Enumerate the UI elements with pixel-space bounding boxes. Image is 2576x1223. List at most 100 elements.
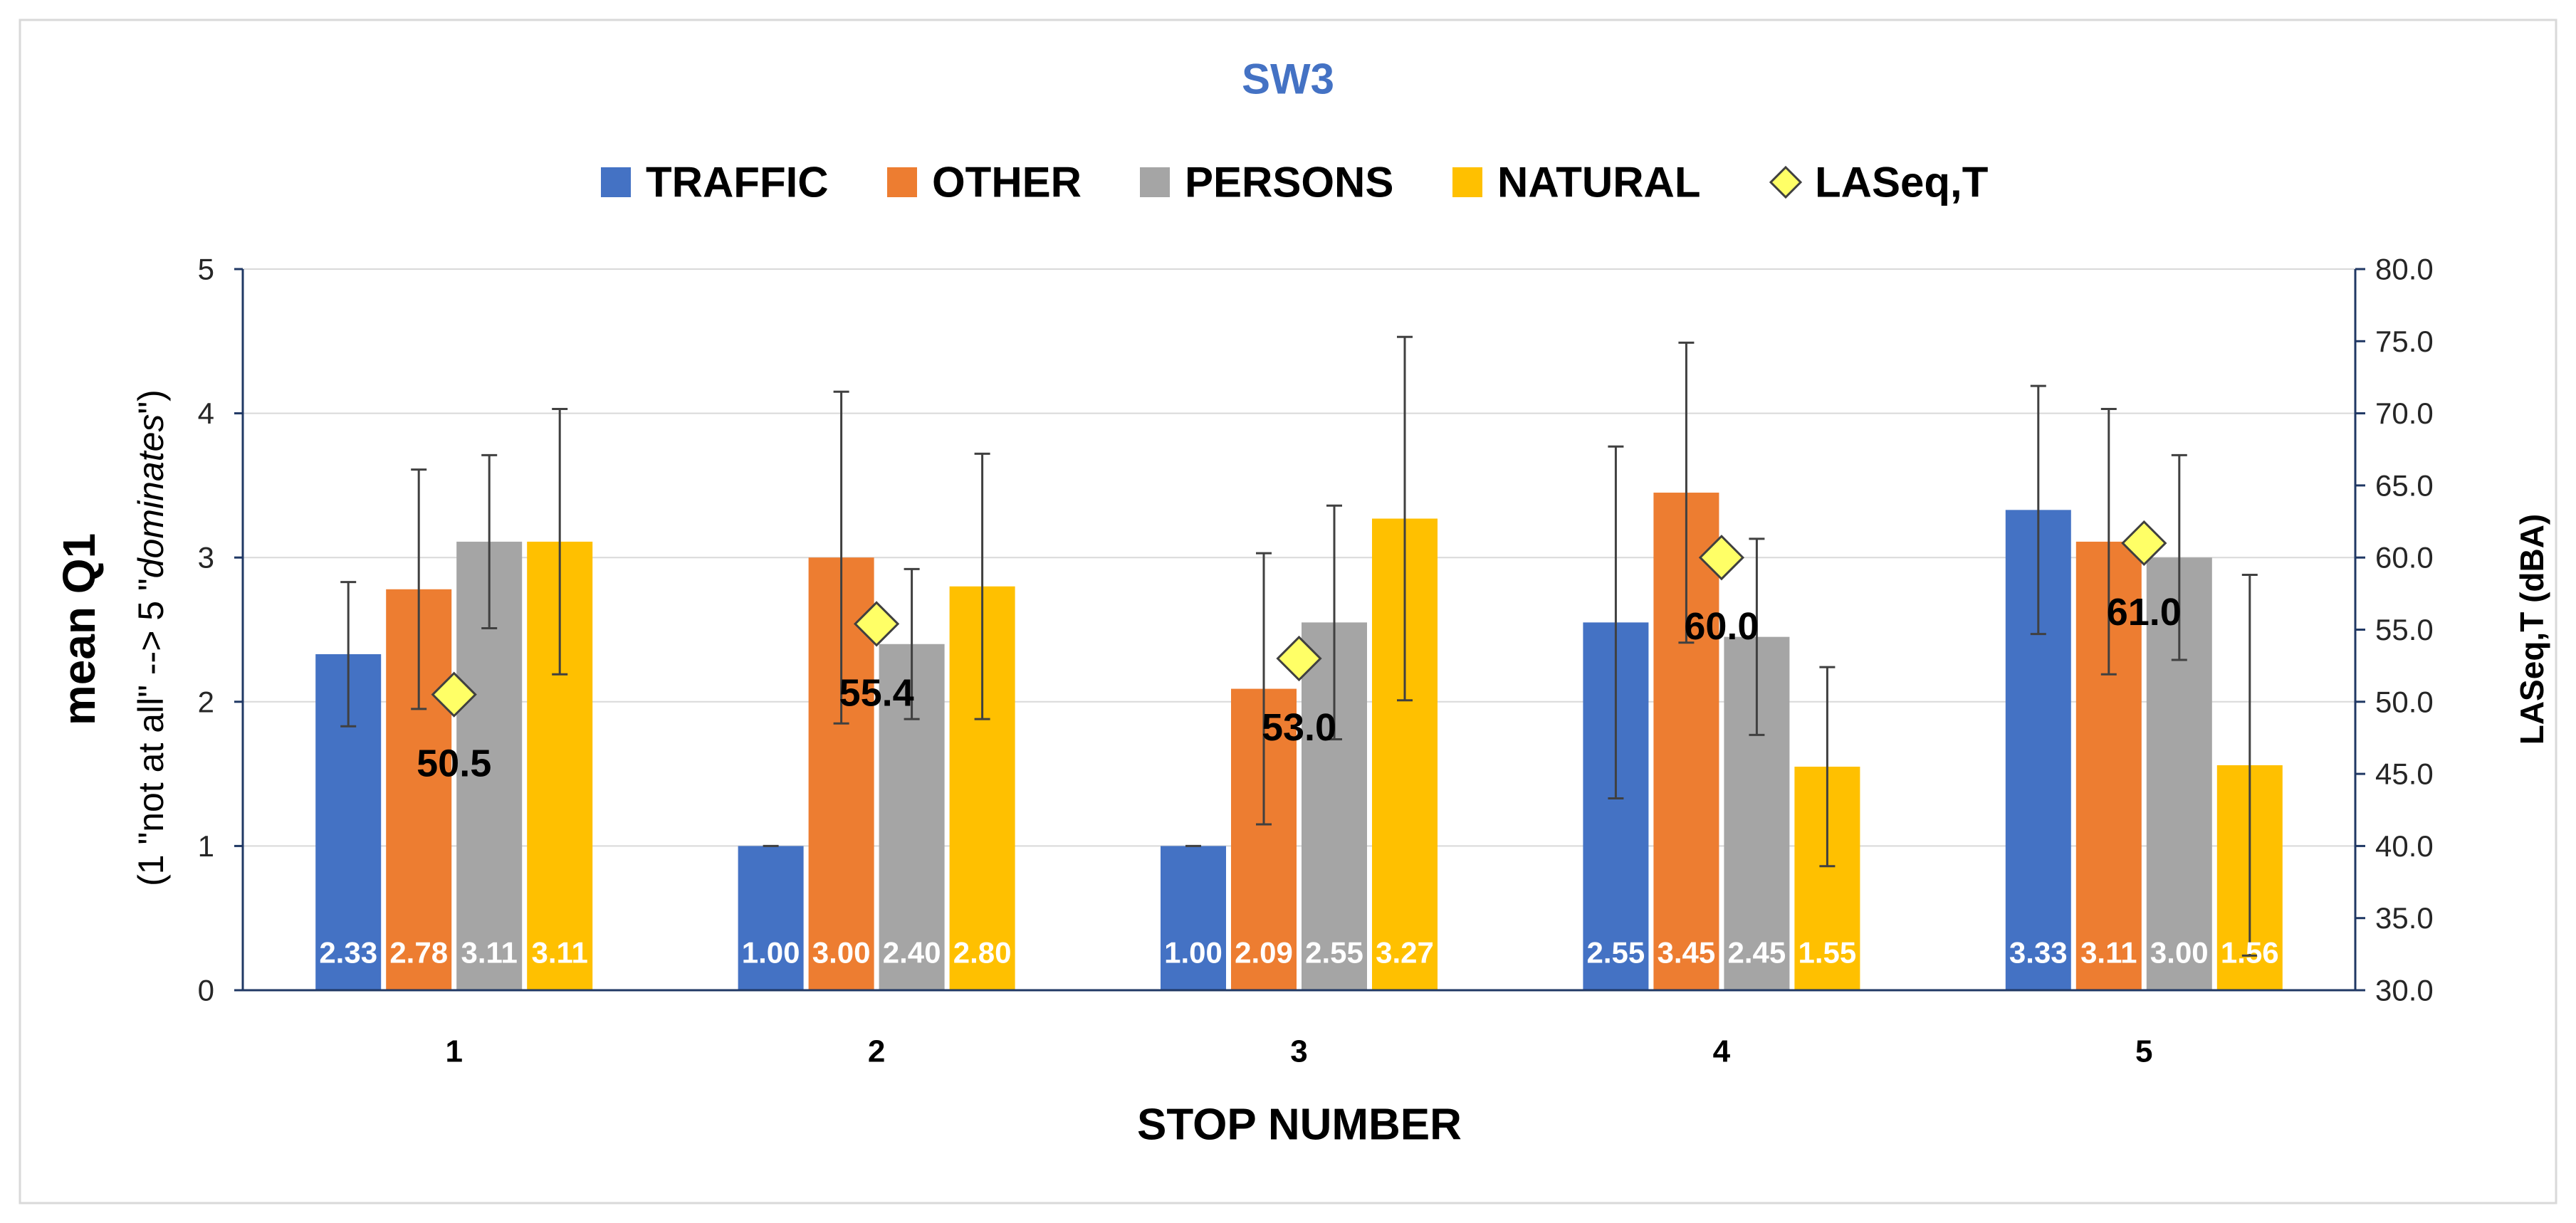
legend-swatch-persons (1140, 167, 1170, 197)
laseq-marker-stop-5 (2121, 520, 2167, 567)
legend-swatch-other (887, 167, 917, 197)
y2-tick-label: 50.0 (2375, 685, 2434, 718)
laseq-marker-stop-3 (1276, 635, 1322, 682)
error-bars (340, 335, 2258, 957)
bar-value-label-traffic-stop-3: 1.00 (1164, 936, 1222, 970)
y-axis-subtitle: (1 "not at all" --> 5 "dominates") (131, 389, 171, 886)
legend-label-persons: PERSONS (1185, 159, 1393, 206)
error-bar-natural-stop-2 (974, 452, 990, 720)
bar-value-label-other-stop-5: 3.11 (2080, 936, 2137, 970)
y2-tick-label: 55.0 (2375, 613, 2434, 646)
error-bar-traffic-stop-4 (1608, 445, 1624, 800)
bar-value-label-traffic-stop-5: 3.33 (2009, 936, 2068, 970)
y2-tick-label: 80.0 (2375, 253, 2434, 286)
gridlines (243, 268, 2355, 847)
y-tick-label: 2 (198, 685, 214, 718)
bar-value-label-other-stop-1: 2.78 (389, 936, 448, 970)
error-bar-other-stop-3 (1256, 552, 1272, 826)
y2-tick-label: 70.0 (2375, 397, 2434, 430)
y2-tick-label: 60.0 (2375, 541, 2434, 574)
legend-label-natural: NATURAL (1497, 159, 1701, 206)
y2-tick-label: 40.0 (2375, 829, 2434, 863)
x-tick-label-stop-4: 4 (1713, 1034, 1731, 1069)
laseq-value-label-stop-2: 55.4 (839, 671, 914, 714)
laseq-marker-stop-1 (431, 671, 477, 718)
legend-swatch-natural (1452, 167, 1482, 197)
error-bar-other-stop-4 (1678, 341, 1695, 644)
y-tick-label: 3 (198, 541, 214, 574)
x-tick-label-stop-5: 5 (2135, 1034, 2152, 1069)
bar-traffic-stop-3 (1161, 846, 1226, 990)
bar-value-label-natural-stop-5: 1.56 (2221, 936, 2279, 970)
error-bar-persons-stop-4 (1749, 537, 1765, 736)
chart-title: SW3 (1242, 56, 1334, 103)
y-axis-subtitle-prefix: (1 "not at all" --> 5 " (131, 578, 171, 886)
y2-tick-label: 65.0 (2375, 468, 2434, 502)
bar-value-label-natural-stop-3: 3.27 (1376, 936, 1434, 970)
error-bar-other-stop-5 (2100, 408, 2117, 676)
y-tick-label: 1 (198, 829, 214, 863)
error-bar-other-stop-2 (833, 390, 849, 725)
bar-value-label-persons-stop-4: 2.45 (1728, 936, 1786, 970)
laseq-value-label-stop-5: 61.0 (2107, 591, 2182, 634)
y-tick-label: 4 (198, 397, 214, 430)
bar-value-label-other-stop-3: 2.09 (1235, 936, 1293, 970)
bar-value-label-traffic-stop-4: 2.55 (1587, 936, 1645, 970)
y2-tick-label: 30.0 (2375, 974, 2434, 1007)
y-axis-subtitle-suffix: ") (131, 389, 171, 414)
y-axis-subtitle-emphasis: dominates (131, 414, 171, 579)
legend-label-traffic: TRAFFIC (646, 159, 829, 206)
laseq-marker-stop-4 (1698, 535, 1745, 581)
bar-traffic-stop-2 (738, 846, 804, 990)
bar-value-label-persons-stop-3: 2.55 (1305, 936, 1363, 970)
legend-label-other: OTHER (932, 159, 1082, 206)
error-bar-natural-stop-3 (1397, 335, 1413, 702)
bar-value-label-other-stop-2: 3.00 (812, 936, 871, 970)
error-bar-persons-stop-1 (481, 453, 498, 629)
legend-marker-laseq (1769, 165, 1803, 199)
bar-value-label-traffic-stop-2: 1.00 (742, 936, 800, 970)
error-bar-other-stop-1 (411, 468, 427, 710)
legend-swatch-traffic (601, 167, 631, 197)
error-bar-traffic-stop-1 (340, 581, 357, 728)
laseq-marker-labels: 50.5 55.4 53.0 60.0 61.0 (417, 591, 2182, 785)
y2-tick-label: 35.0 (2375, 901, 2434, 935)
x-axis-title: STOP NUMBER (1137, 1101, 1462, 1150)
error-bar-natural-stop-1 (552, 408, 568, 676)
y-tick-label: 0 (198, 974, 214, 1007)
laseq-marker-stop-2 (853, 601, 900, 647)
bar-value-label-natural-stop-2: 2.80 (953, 936, 1012, 970)
x-axis-ticks: 1 2 3 4 5 (445, 1034, 2152, 1069)
error-bar-persons-stop-3 (1326, 504, 1342, 740)
bar-value-label-traffic-stop-1: 2.33 (319, 936, 377, 970)
y2-axis-ticks: 30.0 35.0 40.0 45.0 50.0 55.0 60.0 65.0 70.0 75.0… (2355, 253, 2434, 1007)
error-bar-persons-stop-2 (904, 567, 920, 720)
error-bar-traffic-stop-5 (2030, 384, 2046, 636)
error-bar-natural-stop-5 (2241, 574, 2258, 957)
y-axis-ticks: 0 1 2 3 4 5 (198, 253, 243, 1007)
x-tick-label-stop-2: 2 (868, 1034, 885, 1069)
y2-tick-label: 75.0 (2375, 325, 2434, 358)
error-bar-persons-stop-5 (2171, 453, 2187, 661)
y-axis-title: mean Q1 (53, 533, 105, 725)
legend-label-laseq: LASeq,T (1815, 159, 1988, 206)
bar-value-label-persons-stop-2: 2.40 (883, 936, 941, 970)
bar-value-label-persons-stop-1: 3.11 (461, 936, 517, 970)
bar-value-label-natural-stop-1: 3.11 (531, 936, 587, 970)
y-tick-label: 5 (198, 253, 214, 286)
laseq-value-label-stop-4: 60.0 (1684, 605, 1759, 648)
x-tick-label-stop-1: 1 (445, 1034, 462, 1069)
legend: TRAFFIC OTHER PERSONS NATURAL LASeq,T (601, 159, 1988, 206)
error-bar-natural-stop-4 (1819, 666, 1836, 868)
bar-value-label-natural-stop-4: 1.55 (1799, 936, 1857, 970)
bar-value-label-persons-stop-5: 3.00 (2150, 936, 2209, 970)
laseq-value-label-stop-1: 50.5 (417, 742, 491, 785)
laseq-markers (431, 520, 2167, 718)
bar-value-labels: 2.33 1.00 1.00 2.55 3.33 2.78 3.00 2.09 3.45 3.11… (319, 936, 2278, 970)
laseq-value-label-stop-3: 53.0 (1262, 706, 1336, 749)
x-tick-label-stop-3: 3 (1290, 1034, 1307, 1069)
bar-value-label-other-stop-4: 3.45 (1658, 936, 1716, 970)
y2-tick-label: 45.0 (2375, 757, 2434, 791)
y2-axis-title: LASeq,T (dBA) (2513, 514, 2550, 745)
